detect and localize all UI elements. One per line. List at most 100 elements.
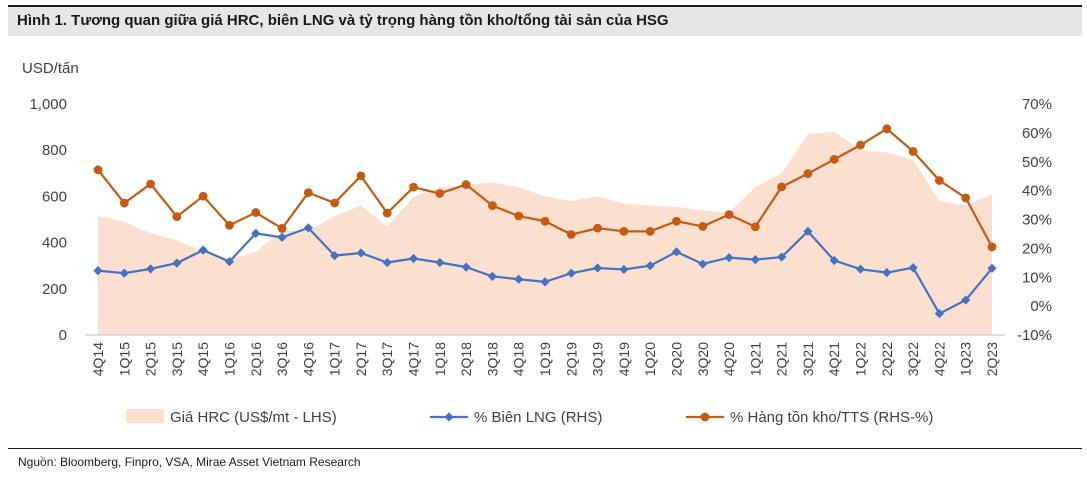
inventory-ratio-point bbox=[961, 193, 971, 203]
figure-title: Hình 1. Tương quan giữa giá HRC, biên LN… bbox=[17, 12, 669, 29]
inventory-ratio-point bbox=[777, 182, 787, 192]
inventory-ratio-point bbox=[93, 165, 103, 175]
legend-marker-inventory bbox=[700, 412, 710, 422]
gross-margin-point bbox=[382, 257, 392, 268]
x-tick-label: 4Q16 bbox=[300, 342, 316, 376]
inventory-ratio-point bbox=[672, 216, 681, 226]
gross-margin-point bbox=[93, 266, 103, 276]
y-tick-label: 1,000 bbox=[29, 96, 67, 113]
y-tick-label: 600 bbox=[42, 188, 67, 205]
x-tick-label: 1Q22 bbox=[853, 342, 869, 376]
title-bar: Hình 1. Tương quan giữa giá HRC, biên LN… bbox=[8, 5, 1082, 36]
x-tick-label: 1Q16 bbox=[221, 342, 237, 376]
x-tick-label: 2Q15 bbox=[143, 342, 159, 376]
gross-margin-point bbox=[356, 248, 366, 258]
x-tick-label: 1Q20 bbox=[642, 342, 658, 376]
inventory-ratio-point bbox=[987, 242, 997, 252]
gross-margin-point bbox=[698, 259, 708, 269]
inventory-ratio-point bbox=[645, 226, 655, 236]
inventory-ratio-point bbox=[382, 208, 392, 218]
y2-tick-label: 20% bbox=[1022, 240, 1052, 257]
inventory-ratio-point bbox=[698, 222, 708, 231]
inventory-ratio-point bbox=[856, 140, 865, 150]
inventory-ratio-point bbox=[356, 171, 366, 181]
inventory-ratio-point bbox=[540, 216, 550, 226]
legend-marker-margin bbox=[444, 412, 454, 422]
y2-tick-label: -10% bbox=[1017, 327, 1052, 344]
inventory-ratio-point bbox=[514, 211, 524, 221]
x-tick-label: 1Q23 bbox=[958, 342, 974, 376]
gross-margin-point bbox=[908, 263, 918, 273]
inventory-ratio-point bbox=[566, 230, 576, 239]
x-tick-label: 4Q20 bbox=[721, 342, 737, 376]
x-tick-label: 2Q20 bbox=[668, 342, 684, 376]
x-tick-label: 2Q18 bbox=[458, 342, 474, 376]
gross-margin-point bbox=[829, 255, 839, 266]
x-tick-label: 1Q17 bbox=[327, 342, 343, 376]
gross-margin-point bbox=[514, 274, 524, 284]
gross-margin-point bbox=[251, 228, 261, 238]
inventory-ratio-point bbox=[461, 180, 471, 189]
legend-label-inventory: % Hàng tồn kho/TTS (RHS-%) bbox=[730, 409, 933, 426]
y-tick-label: 200 bbox=[42, 281, 67, 298]
gross-margin-point bbox=[303, 223, 313, 233]
inventory-ratio-point bbox=[829, 155, 839, 164]
y2-tick-label: 70% bbox=[1022, 96, 1052, 113]
legend-label-hrc: Giá HRC (US$/mt - LHS) bbox=[170, 409, 337, 426]
x-tick-label: 1Q19 bbox=[537, 342, 553, 376]
gross-margin-point bbox=[882, 268, 892, 278]
x-tick-label: 1Q15 bbox=[116, 342, 132, 376]
source-note: Nguồn: Bloomberg, Finpro, VSA, Mirae Ass… bbox=[18, 455, 361, 469]
x-tick-label: 3Q15 bbox=[169, 342, 185, 376]
gross-margin-point bbox=[987, 263, 997, 273]
inventory-ratio-point bbox=[750, 222, 760, 232]
inventory-ratio-point bbox=[803, 169, 813, 178]
gross-margin-point bbox=[671, 247, 682, 257]
y-axis-label: USD/tấn bbox=[22, 60, 79, 77]
gross-margin-point bbox=[145, 264, 156, 274]
inventory-ratio-point bbox=[882, 124, 892, 134]
gross-margin-point bbox=[198, 245, 208, 255]
y-tick-label: 0 bbox=[59, 327, 67, 344]
y2-tick-label: 30% bbox=[1022, 212, 1052, 229]
gross-margin-point bbox=[330, 250, 340, 261]
x-tick-label: 2Q23 bbox=[984, 342, 1000, 376]
inventory-ratio-point bbox=[119, 198, 129, 208]
gross-margin-point bbox=[724, 253, 734, 263]
inventory-ratio-point bbox=[488, 201, 497, 211]
inventory-ratio-point bbox=[146, 179, 155, 189]
x-tick-label: 3Q18 bbox=[484, 342, 500, 376]
line-layer bbox=[93, 124, 997, 319]
x-tick-label: 3Q20 bbox=[695, 342, 711, 376]
gross-margin-point bbox=[645, 261, 655, 271]
gross-margin-point bbox=[277, 232, 287, 243]
x-tick-label: 3Q19 bbox=[590, 342, 606, 376]
x-tick-label: 4Q15 bbox=[195, 342, 211, 376]
inventory-ratio-point bbox=[935, 176, 944, 185]
inventory-ratio-point bbox=[593, 223, 602, 233]
y2-tick-label: 40% bbox=[1022, 183, 1052, 200]
x-tick-label: 2Q22 bbox=[879, 342, 895, 376]
x-tick-label: 4Q19 bbox=[616, 342, 632, 376]
inventory-ratio-point bbox=[330, 198, 340, 208]
legend-swatch-hrc bbox=[126, 409, 164, 423]
x-tick-label: 4Q21 bbox=[826, 342, 842, 376]
gross-margin-point bbox=[592, 263, 603, 273]
x-tick-label: 3Q16 bbox=[274, 342, 290, 376]
x-tick-label: 2Q21 bbox=[774, 342, 790, 376]
y2-tick-label: 50% bbox=[1022, 154, 1052, 171]
x-tick-label: 4Q18 bbox=[511, 342, 527, 376]
legend: Giá HRC (US$/mt - LHS) % Biên LNG (RHS) % … bbox=[126, 409, 933, 426]
x-tick-label: 4Q22 bbox=[931, 342, 947, 376]
inventory-ratio-point bbox=[409, 182, 418, 192]
gross-margin-point bbox=[803, 226, 813, 236]
gross-margin-point bbox=[487, 271, 498, 281]
y-tick-label: 400 bbox=[42, 235, 67, 252]
inventory-ratio-point bbox=[277, 224, 287, 233]
gross-margin-point bbox=[461, 262, 471, 272]
legend-label-margin: % Biên LNG (RHS) bbox=[474, 409, 602, 426]
x-tick-label: 1Q21 bbox=[747, 342, 763, 376]
inventory-ratio-point bbox=[619, 226, 629, 236]
x-tick-label: 3Q21 bbox=[800, 342, 816, 376]
